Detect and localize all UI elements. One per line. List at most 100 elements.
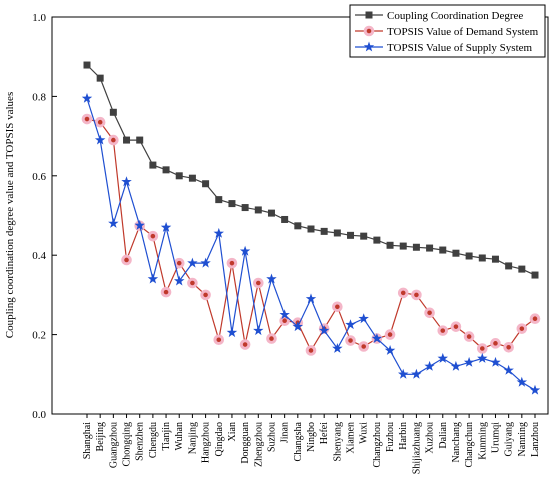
point: [373, 236, 381, 244]
point: [266, 333, 277, 344]
point: [134, 219, 145, 230]
point: [281, 215, 289, 223]
point: [239, 245, 251, 256]
point: [490, 356, 501, 367]
point: [160, 221, 172, 232]
point: [360, 232, 368, 240]
point: [94, 134, 106, 145]
point: [365, 11, 373, 19]
point: [213, 227, 224, 238]
x-tick-label: Shenyang: [332, 422, 343, 461]
x-tick-label: Qingdao: [214, 422, 225, 456]
point: [108, 217, 119, 228]
point: [345, 335, 356, 346]
legend-label: Coupling Coordination Degree: [387, 10, 523, 22]
x-tick-label: Nanjing: [187, 422, 198, 454]
y-tick-label: 0.4: [32, 250, 46, 262]
point: [463, 356, 475, 367]
x-tick-label: Lanzhou: [530, 422, 541, 457]
point: [123, 136, 131, 144]
x-tick-label: Xiamen: [346, 422, 357, 454]
point: [490, 338, 501, 349]
point: [147, 230, 159, 242]
point: [279, 309, 290, 320]
point: [253, 325, 264, 336]
point: [384, 329, 396, 340]
point: [465, 252, 473, 260]
point: [266, 273, 277, 284]
y-axis-label: Coupling coordination degree value and T…: [4, 92, 16, 338]
x-tick-label: Xian: [227, 422, 238, 441]
y-tick-label: 0.2: [32, 330, 46, 342]
point: [121, 254, 132, 266]
point: [411, 368, 422, 379]
point: [450, 360, 462, 371]
point: [239, 339, 251, 350]
point: [397, 287, 409, 299]
point: [213, 334, 225, 346]
x-tick-label: Guangzhou: [108, 422, 119, 468]
x-tick-label: Chengdu: [148, 422, 159, 458]
point: [478, 254, 486, 262]
point: [531, 271, 539, 279]
point: [83, 61, 91, 69]
point: [424, 307, 435, 319]
point: [174, 275, 185, 286]
x-tick-label: Kunming: [477, 422, 488, 460]
y-tick-label: 0.0: [32, 409, 46, 421]
point: [188, 174, 196, 182]
point: [450, 321, 462, 332]
point: [505, 262, 513, 270]
point: [398, 368, 409, 379]
x-tick-label: Shanghai: [82, 422, 93, 459]
x-tick-label: Fuzhou: [385, 422, 396, 452]
point: [439, 246, 447, 254]
point: [294, 222, 302, 230]
point: [81, 113, 93, 125]
x-tick-label: Changchun: [464, 422, 475, 468]
point: [477, 352, 488, 363]
x-tick-label: Changzhou: [372, 422, 383, 468]
point: [371, 333, 383, 343]
point: [202, 180, 210, 188]
y-tick-label: 0.6: [32, 171, 46, 183]
point: [108, 134, 119, 146]
x-tick-label: Jinan: [280, 422, 291, 443]
point: [147, 273, 159, 284]
point: [516, 323, 528, 334]
point: [399, 242, 407, 250]
point: [292, 321, 304, 332]
x-tick-label: Urumqi: [490, 422, 501, 453]
point: [463, 331, 475, 342]
point: [452, 249, 460, 257]
point: [226, 257, 238, 269]
point: [96, 74, 104, 82]
x-tick-label: Hangzhou: [201, 422, 212, 463]
point: [529, 384, 541, 395]
point: [241, 204, 249, 212]
point: [411, 289, 422, 301]
x-tick-label: Xuzhou: [425, 422, 436, 454]
x-tick-label: Guiyang: [504, 422, 515, 456]
point: [363, 25, 375, 37]
legend-label: TOPSIS Value of Supply System: [387, 42, 533, 54]
point: [305, 293, 317, 304]
point: [332, 301, 343, 313]
series: [81, 113, 541, 356]
point: [426, 244, 434, 252]
x-tick-label: Zhengzhou: [253, 422, 264, 467]
point: [228, 200, 236, 208]
point: [254, 206, 262, 214]
x-tick-label: Suzhou: [266, 422, 277, 452]
series: [81, 92, 541, 395]
point: [109, 108, 117, 116]
point: [437, 352, 448, 363]
y-tick-label: 0.8: [32, 91, 46, 103]
point: [518, 265, 526, 273]
point: [136, 136, 144, 144]
point: [175, 172, 183, 180]
legend-label: TOPSIS Value of Demand System: [387, 26, 539, 38]
point: [412, 243, 420, 251]
x-tick-label: Wuhan: [174, 422, 185, 450]
x-tick-label: Shijiazhuang: [411, 422, 422, 474]
